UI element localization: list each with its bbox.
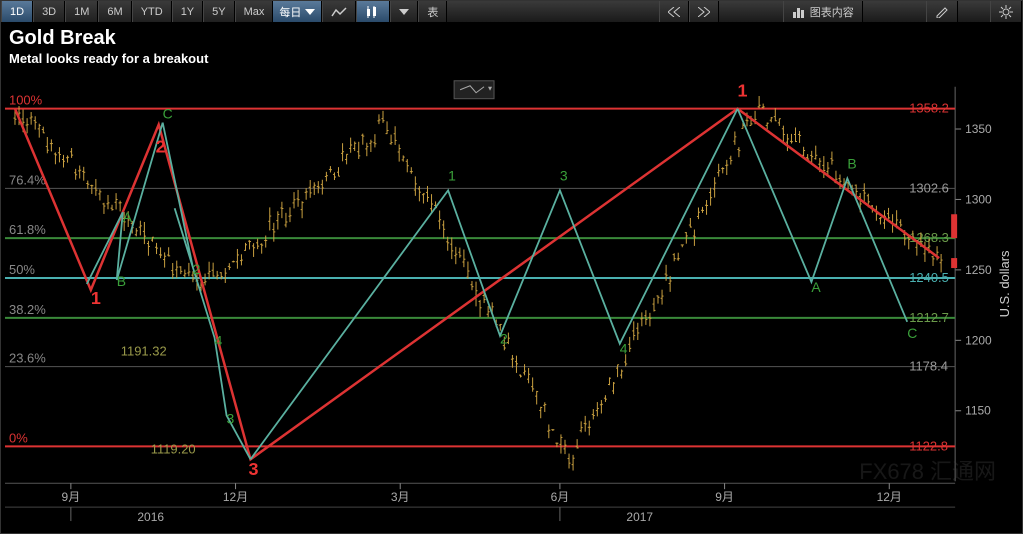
range-ytd[interactable]: YTD — [132, 1, 172, 22]
dropdown-2[interactable] — [390, 1, 418, 22]
svg-text:61.8%: 61.8% — [9, 222, 46, 237]
range-max[interactable]: Max — [235, 1, 274, 22]
svg-text:1300: 1300 — [965, 192, 992, 206]
svg-text:9月: 9月 — [62, 490, 81, 504]
frequency-label: 每日 — [279, 4, 301, 20]
svg-text:1178.4: 1178.4 — [909, 359, 948, 374]
svg-text:4: 4 — [215, 333, 223, 349]
svg-text:A: A — [811, 279, 821, 295]
svg-text:3月: 3月 — [391, 490, 410, 504]
svg-text:1358.2: 1358.2 — [909, 101, 949, 116]
svg-text:50%: 50% — [9, 262, 35, 277]
range-6m[interactable]: 6M — [98, 1, 131, 22]
svg-text:9月: 9月 — [715, 490, 734, 504]
svg-text:C: C — [163, 106, 173, 122]
svg-text:U.S. dollars: U.S. dollars — [997, 250, 1012, 317]
svg-text:23.6%: 23.6% — [9, 351, 46, 366]
svg-text:2: 2 — [156, 137, 166, 157]
svg-text:12月: 12月 — [877, 490, 902, 504]
svg-text:38.2%: 38.2% — [9, 302, 46, 317]
range-5y[interactable]: 5Y — [203, 1, 234, 22]
svg-text:B: B — [847, 155, 856, 171]
svg-text:2016: 2016 — [137, 510, 164, 524]
chart-content-label: 图表内容 — [810, 4, 854, 20]
svg-text:C: C — [907, 325, 917, 341]
svg-text:1122.8: 1122.8 — [909, 438, 948, 453]
chart-content-button[interactable]: 图表内容 — [783, 1, 863, 22]
svg-text:76.4%: 76.4% — [9, 172, 46, 187]
bars-icon — [792, 6, 806, 18]
svg-text:1200: 1200 — [965, 333, 992, 347]
svg-text:2: 2 — [193, 261, 201, 277]
svg-text:2: 2 — [500, 331, 508, 347]
range-3d[interactable]: 3D — [33, 1, 65, 22]
nav-prev-icon[interactable] — [659, 1, 689, 22]
svg-text:1240.5: 1240.5 — [909, 270, 949, 285]
edit-icon[interactable] — [926, 1, 958, 22]
svg-text:3: 3 — [560, 167, 568, 183]
chevron-down-icon — [399, 9, 409, 15]
svg-text:1: 1 — [448, 167, 456, 183]
chart-type-line-icon[interactable] — [322, 1, 356, 22]
svg-text:1350: 1350 — [965, 122, 992, 136]
svg-text:1191.32: 1191.32 — [121, 344, 167, 359]
svg-text:6月: 6月 — [551, 490, 570, 504]
chevron-down-icon — [305, 9, 315, 15]
chart-type-candle-icon[interactable] — [356, 1, 390, 22]
svg-text:0%: 0% — [9, 430, 28, 445]
table-button[interactable]: 表 — [418, 1, 447, 22]
svg-text:1119.20: 1119.20 — [151, 441, 196, 456]
nav-next-icon[interactable] — [689, 1, 719, 22]
svg-text:12月: 12月 — [223, 490, 248, 504]
range-1m[interactable]: 1M — [65, 1, 98, 22]
svg-text:3: 3 — [249, 459, 259, 479]
chart-area[interactable]: Gold Break Metal looks ready for a break… — [1, 23, 1022, 533]
range-1d[interactable]: 1D — [1, 1, 33, 22]
price-chart[interactable]: 1150 1200 1250 1300 1350 U.S. dollars 100% 1358… — [1, 23, 1022, 533]
svg-text:2017: 2017 — [626, 510, 653, 524]
range-1y[interactable]: 1Y — [172, 1, 203, 22]
svg-text:100%: 100% — [9, 93, 43, 108]
svg-text:A: A — [123, 209, 133, 225]
svg-text:4: 4 — [620, 341, 628, 357]
svg-text:1: 1 — [91, 288, 101, 308]
gear-icon[interactable] — [990, 1, 1022, 22]
svg-text:B: B — [117, 273, 126, 289]
svg-text:1150: 1150 — [965, 404, 991, 418]
svg-text:1: 1 — [738, 81, 748, 101]
svg-text:1302.6: 1302.6 — [909, 180, 949, 195]
svg-text:1250: 1250 — [965, 263, 992, 277]
toolbar: 1D 3D 1M 6M YTD 1Y 5Y Max 每日 表 图表内容 — [1, 1, 1022, 23]
svg-text:3: 3 — [227, 410, 235, 426]
frequency-dropdown[interactable]: 每日 — [273, 1, 322, 22]
svg-text:1212.7: 1212.7 — [909, 310, 949, 325]
svg-text:FX678 汇通网: FX678 汇通网 — [859, 459, 996, 484]
